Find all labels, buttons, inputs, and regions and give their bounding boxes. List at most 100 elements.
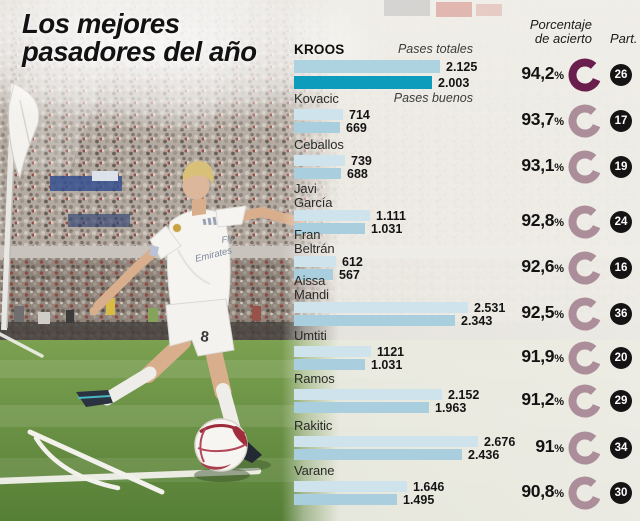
- series-label-good-passes: Pases buenos: [393, 91, 473, 105]
- accuracy-value: 92,6%: [474, 256, 564, 277]
- bar-total-passes: [294, 389, 442, 400]
- accuracy-value: 93,1%: [474, 155, 564, 176]
- good-passes-value: 2.436: [468, 447, 500, 462]
- accuracy-value: 93,7%: [474, 109, 564, 130]
- player-name: Aissa Mandi: [294, 273, 329, 302]
- good-passes-value: 1.495: [403, 492, 435, 507]
- accuracy-number: 91,9: [521, 346, 555, 366]
- title-line-2: pasadores del año: [22, 36, 257, 67]
- accuracy-ring-icon: [568, 150, 602, 184]
- accuracy-ring-icon: [568, 104, 602, 138]
- player-name: Rakitic: [294, 418, 333, 433]
- total-passes-value: 1121: [377, 344, 405, 359]
- accuracy-number: 91: [535, 436, 555, 456]
- percent-sign: %: [554, 217, 564, 229]
- title-wash: [0, 0, 385, 128]
- good-passes-value: 1.031: [371, 221, 403, 236]
- good-passes-value: 567: [339, 267, 360, 282]
- percent-sign: %: [554, 309, 564, 321]
- bar-total-passes: [294, 436, 478, 447]
- bar-good-passes: [294, 402, 429, 413]
- accuracy-value: 91,9%: [474, 346, 564, 367]
- total-passes-value: 2.531: [474, 300, 506, 315]
- bar-total-passes: [294, 256, 336, 267]
- bar-total-passes: [294, 155, 345, 166]
- total-passes-value: 1.646: [413, 479, 445, 494]
- player-name: Kovacic: [294, 91, 339, 106]
- accuracy-number: 90,8: [521, 481, 555, 501]
- accuracy-number: 93,1: [521, 155, 555, 175]
- total-passes-value: 2.676: [484, 434, 516, 449]
- participation-badge: 16: [610, 257, 632, 279]
- percent-sign: %: [554, 443, 564, 455]
- bar-total-passes: [294, 109, 343, 120]
- participation-badge: 30: [610, 482, 632, 504]
- good-passes-value: 2.343: [461, 313, 493, 328]
- percent-sign: %: [554, 116, 564, 128]
- bar-good-passes: [294, 76, 432, 89]
- participation-badge: 17: [610, 110, 632, 132]
- accuracy-value: 91%: [474, 436, 564, 457]
- bar-total-passes: [294, 210, 370, 221]
- good-passes-value: 669: [346, 120, 367, 135]
- player-name: Ramos: [294, 371, 335, 386]
- accuracy-value: 91,2%: [474, 389, 564, 410]
- bar-total-passes: [294, 346, 371, 357]
- accuracy-value: 92,8%: [474, 210, 564, 231]
- player-name: Ceballos: [294, 137, 344, 152]
- good-passes-value: 2.003: [438, 75, 470, 90]
- bar-good-passes: [294, 122, 340, 133]
- series-label-total-passes: Pases totales: [397, 42, 473, 56]
- total-passes-value: 714: [349, 107, 370, 122]
- player-name: Javi García: [294, 181, 333, 210]
- participation-badge: 19: [610, 156, 632, 178]
- good-passes-value: 1.963: [435, 400, 467, 415]
- bar-total-passes: [294, 481, 407, 492]
- accuracy-ring-icon: [568, 384, 602, 418]
- participation-badge: 36: [610, 303, 632, 325]
- bar-good-passes: [294, 315, 455, 326]
- accuracy-header-line-2: de acierto: [534, 30, 592, 46]
- bar-good-passes: [294, 359, 365, 370]
- bar-total-passes: [294, 60, 440, 73]
- accuracy-value: 92,5%: [474, 302, 564, 323]
- participation-column-header: Part.: [610, 31, 638, 46]
- percent-sign: %: [554, 263, 564, 275]
- accuracy-number: 92,8: [521, 210, 555, 230]
- accuracy-number: 92,5: [521, 302, 555, 322]
- percent-sign: %: [554, 162, 564, 174]
- accuracy-number: 92,6: [521, 256, 555, 276]
- bar-good-passes: [294, 269, 333, 280]
- accuracy-ring-icon: [568, 476, 602, 510]
- player-name: Varane: [294, 463, 335, 478]
- title-line-1: Los mejores: [22, 8, 180, 39]
- total-passes-value: 739: [351, 153, 372, 168]
- accuracy-value: 94,2%: [474, 63, 564, 84]
- bar-good-passes: [294, 223, 365, 234]
- accuracy-value: 90,8%: [474, 481, 564, 502]
- total-passes-value: 612: [342, 254, 363, 269]
- accuracy-ring-icon: [568, 58, 602, 91]
- participation-badge: 29: [610, 390, 632, 412]
- participation-badge: 34: [610, 437, 632, 459]
- accuracy-ring-icon: [568, 251, 602, 285]
- bar-total-passes: [294, 302, 468, 313]
- total-passes-value: 1.111: [376, 208, 406, 223]
- good-passes-value: 688: [347, 166, 368, 181]
- percent-sign: %: [554, 69, 564, 82]
- accuracy-number: 91,2: [521, 389, 555, 409]
- player-name: Fran Beltrán: [294, 227, 335, 256]
- good-passes-value: 1.031: [371, 357, 403, 372]
- player-name: Umtiti: [294, 328, 327, 343]
- bar-good-passes: [294, 449, 462, 460]
- bar-good-passes: [294, 494, 397, 505]
- accuracy-ring-icon: [568, 297, 602, 331]
- total-passes-value: 2.125: [446, 59, 478, 74]
- accuracy-number: 94,2: [521, 62, 555, 83]
- accuracy-ring-icon: [568, 205, 602, 239]
- accuracy-number: 93,7: [521, 109, 555, 129]
- total-passes-value: 2.152: [448, 387, 480, 402]
- percent-sign: %: [554, 396, 564, 408]
- accuracy-header-line-1: Porcentaje: [529, 17, 592, 32]
